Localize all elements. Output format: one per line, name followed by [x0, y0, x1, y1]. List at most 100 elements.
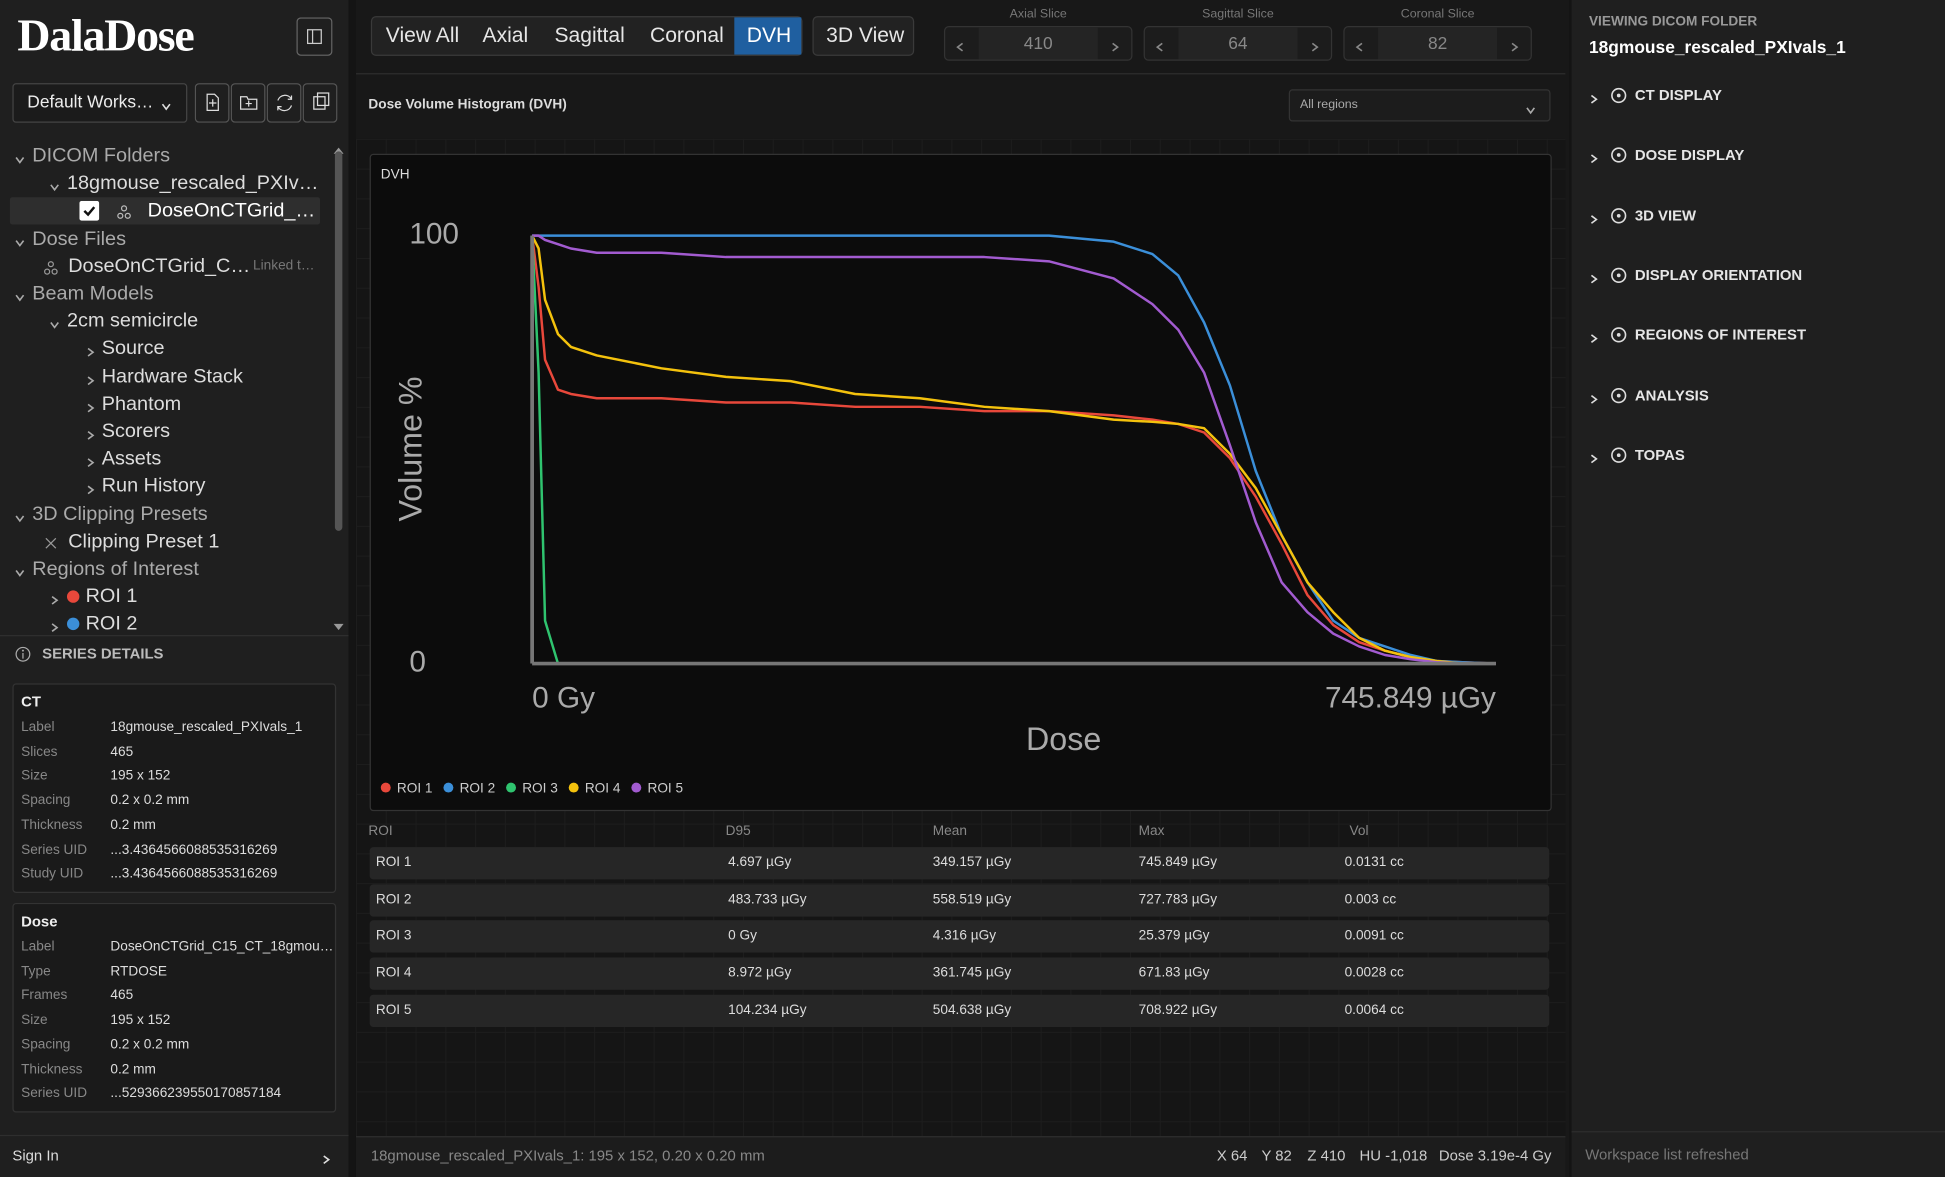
chevron — [1588, 89, 1600, 104]
detail-value: 18gmouse_rescaled_PXIvals_1 — [110, 719, 303, 735]
detail-value: 195 x 152 — [110, 768, 171, 784]
view-tab[interactable]: 3D View — [826, 23, 905, 47]
tool-button[interactable] — [194, 83, 230, 123]
tree-header[interactable]: Regions of Interest — [32, 558, 199, 580]
tool-button[interactable] — [266, 83, 302, 123]
tree-item[interactable]: Phantom — [101, 393, 182, 415]
tree-item[interactable]: Clipping Preset 1 — [68, 531, 220, 553]
panel-section[interactable]: DOSE DISPLAY — [1634, 146, 1745, 164]
chevron — [84, 453, 96, 468]
chevron-glyph — [50, 322, 59, 330]
legend-label: ROI 3 — [522, 780, 558, 795]
tree-item[interactable]: Hardware Stack — [101, 365, 243, 387]
chevron — [14, 288, 26, 302]
table-cell: ROI 3 — [375, 928, 412, 944]
view-tab[interactable]: View All — [385, 23, 460, 47]
chevron — [84, 398, 96, 413]
sign-in[interactable]: Sign In — [12, 1147, 59, 1165]
detail-label: Spacing — [21, 793, 71, 809]
chevron — [48, 591, 60, 605]
workspace-select[interactable] — [12, 83, 188, 123]
chevron — [14, 563, 26, 577]
divider — [0, 1134, 349, 1137]
view-tab[interactable]: Axial — [482, 23, 529, 47]
table-cell: 0.0091 cc — [1344, 928, 1404, 944]
card-title: CT — [21, 693, 41, 711]
detail-value: 0.2 x 0.2 mm — [110, 1037, 190, 1053]
legend-label: ROI 2 — [460, 780, 496, 795]
tree-item[interactable]: Assets — [101, 448, 162, 470]
region-select[interactable] — [1288, 89, 1551, 122]
section-icon-glyph — [1611, 267, 1627, 283]
scroll-down[interactable] — [332, 616, 344, 631]
tree-item[interactable]: ROI 1 — [85, 586, 138, 608]
view-tab[interactable]: Sagittal — [554, 23, 625, 47]
chevron-glyph — [1155, 42, 1163, 52]
divider — [1571, 1131, 1945, 1133]
table-cell: 349.157 µGy — [932, 855, 1012, 870]
detail-label: Spacing — [21, 1037, 71, 1053]
checkbox[interactable] — [79, 201, 100, 222]
tree-item[interactable]: ROI 2 — [85, 613, 138, 635]
collapse-button[interactable] — [296, 17, 333, 56]
tree-item[interactable]: Run History — [101, 476, 206, 498]
detail-value: 465 — [110, 744, 134, 760]
tree-header[interactable]: DICOM Folders — [32, 145, 171, 167]
detail-value: 0.2 x 0.2 mm — [110, 793, 190, 809]
chevron-glyph — [87, 430, 95, 440]
scrollbar-thumb[interactable] — [334, 151, 343, 531]
tree-item[interactable]: Scorers — [101, 420, 171, 443]
table-row[interactable] — [369, 883, 1550, 917]
panel-section[interactable]: CT DISPLAY — [1634, 86, 1722, 104]
section-icon — [1610, 446, 1627, 463]
detail-value: RTDOSE — [110, 963, 168, 979]
detail-value: DoseOnCTGrid_C15_CT_18gmou… — [110, 939, 334, 955]
table-row[interactable] — [369, 994, 1550, 1027]
tree-item[interactable]: DoseOnCTGrid_… — [147, 200, 316, 222]
panel-section[interactable]: DISPLAY ORIENTATION — [1634, 266, 1803, 284]
linked-note: Linked t… — [253, 258, 315, 274]
chevron — [1524, 100, 1536, 115]
table-cell: 708.922 µGy — [1138, 1002, 1218, 1018]
panel-section[interactable]: 3D VIEW — [1634, 206, 1697, 224]
panel-section[interactable]: TOPAS — [1634, 446, 1685, 464]
table-cell: ROI 4 — [375, 965, 412, 981]
slice-field[interactable] — [1378, 27, 1498, 60]
tree-item[interactable]: 18gmouse_rescaled_PXIv… — [66, 173, 319, 195]
tree-header[interactable]: Beam Models — [32, 283, 154, 305]
table-cell: ROI 1 — [375, 855, 412, 870]
legend-swatch — [568, 782, 579, 793]
scroll-up[interactable] — [332, 139, 344, 154]
tool-button[interactable] — [302, 83, 338, 123]
chevron — [84, 343, 96, 358]
tree-item[interactable]: DoseOnCTGrid_C… — [68, 255, 251, 277]
status-file: 18gmouse_rescaled_PXIvals_1: 195 x 152, … — [370, 1147, 765, 1165]
tree-header[interactable]: Dose Files — [32, 228, 126, 250]
panel-section[interactable]: REGIONS OF INTEREST — [1634, 326, 1807, 344]
right-panel — [1569, 0, 1945, 1177]
tree-header[interactable]: 3D Clipping Presets — [32, 503, 208, 525]
table-row[interactable] — [369, 847, 1550, 880]
section-icon — [1610, 386, 1627, 403]
panel-section[interactable]: ANALYSIS — [1634, 386, 1709, 404]
chevron-glyph — [51, 596, 59, 605]
table-row[interactable] — [369, 920, 1550, 954]
view-tab[interactable]: DVH — [746, 23, 792, 47]
chevron-glyph — [87, 375, 95, 385]
chevron-glyph — [15, 514, 25, 522]
chevron — [48, 178, 60, 192]
slice-field[interactable] — [1178, 27, 1298, 60]
slice-label: Sagittal Slice — [1202, 7, 1274, 22]
tool-button[interactable] — [230, 83, 266, 123]
detail-label: Slices — [21, 744, 58, 760]
table-cell: 104.234 µGy — [728, 1002, 807, 1018]
tree-item[interactable]: 2cm semicircle — [66, 310, 199, 332]
tree-item[interactable]: Source — [101, 338, 165, 360]
table-cell: 483.733 µGy — [728, 891, 807, 907]
slice-field[interactable] — [978, 27, 1098, 60]
view-tab[interactable]: Coronal — [649, 23, 724, 47]
chevron-glyph — [956, 42, 964, 52]
view-tab-3d — [812, 16, 915, 56]
table-row[interactable] — [369, 957, 1550, 990]
chevron-glyph — [1511, 42, 1519, 52]
